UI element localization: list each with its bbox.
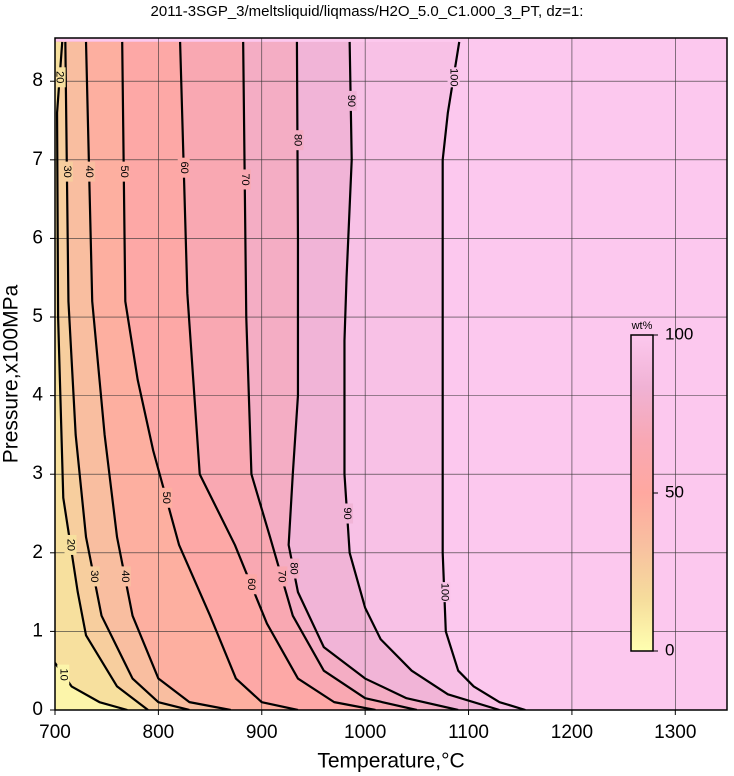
contour-label-bg <box>57 664 70 685</box>
contour-label: 10 <box>57 669 69 681</box>
contour-label: 30 <box>88 570 100 582</box>
colorbar <box>630 334 654 652</box>
colorbar-label: wt% <box>631 320 653 332</box>
x-tick-label: 1100 <box>448 722 489 743</box>
contour-label: 70 <box>276 570 288 582</box>
contour-label-bg <box>118 566 131 587</box>
plot-frame <box>54 37 728 711</box>
contour-label-bg <box>177 157 190 178</box>
y-tick-label: 5 <box>32 306 43 327</box>
contour-label-bg <box>87 566 100 587</box>
y-tick-label: 2 <box>32 542 43 563</box>
contour-label: 50 <box>160 492 172 504</box>
contour-label-bg <box>275 566 288 587</box>
contour-label: 60 <box>245 578 257 590</box>
contour-line <box>343 41 500 710</box>
contour-label: 40 <box>83 165 95 177</box>
y-tick-label: 8 <box>32 70 43 91</box>
overlay: 700 800 900 1000 1100 1200 1300 0 1 2 3 4 5 6 7 8 wt% 0 50… <box>32 37 728 743</box>
x-tick-label: 1000 <box>344 722 386 743</box>
contour-label-bg <box>344 90 357 111</box>
contour-label: 40 <box>119 570 131 582</box>
contour-label-bg <box>83 161 96 182</box>
y-axis-label: Pressure,x100MPa <box>0 284 23 463</box>
colorbar-tick-label: 0 <box>665 640 674 659</box>
contour-fill <box>55 41 149 710</box>
x-tick-label: 800 <box>143 722 175 743</box>
contour-label-bg <box>447 67 460 88</box>
y-tick-label: 6 <box>32 227 43 248</box>
x-axis-label: Temperature,°C <box>317 750 464 773</box>
x-tick-label: 700 <box>39 722 71 743</box>
y-tick-label: 7 <box>32 149 43 170</box>
contour-label-bg <box>244 574 257 595</box>
contour-label-bg <box>238 169 251 190</box>
colorbar-tick-label: 100 <box>665 324 693 343</box>
contour-label: 80 <box>287 562 299 574</box>
y-tick-label: 4 <box>32 385 43 406</box>
contour-label-bg <box>55 67 66 88</box>
y-tick-label: 1 <box>32 620 43 641</box>
contour-fill <box>55 662 128 710</box>
contour-label: 60 <box>178 162 190 174</box>
contour-label: 90 <box>345 95 357 107</box>
contour-label: 80 <box>292 134 304 146</box>
contour-label: 30 <box>61 165 73 177</box>
y-tick-label: 0 <box>32 699 43 720</box>
x-tick-label: 900 <box>246 722 278 743</box>
contour-label-bg <box>438 582 451 603</box>
chart-title: 2011-3SGP_3/meltsliquid/liqmass/H2O_5.0_… <box>151 3 584 20</box>
contour-label: 100 <box>438 583 450 601</box>
contour-label-bg <box>60 161 73 182</box>
contour-label-bg <box>117 161 130 182</box>
contour-label: 90 <box>341 507 353 519</box>
contour-label: 70 <box>239 173 251 185</box>
contour-label-bg <box>341 503 354 524</box>
contour-label: 20 <box>65 539 77 551</box>
contour-label: 20 <box>54 71 66 83</box>
contour-line <box>121 41 299 710</box>
contour-label: 100 <box>448 68 460 86</box>
y-tick-label: 3 <box>32 463 43 484</box>
contour-label: 50 <box>118 165 130 177</box>
contour-label-bg <box>291 130 304 151</box>
contour-fill <box>55 41 231 710</box>
colorbar-tick-label: 50 <box>665 482 684 501</box>
contour-label-bg <box>287 558 300 579</box>
contour-label-bg <box>64 534 77 555</box>
x-tick-label: 1300 <box>654 722 696 743</box>
contour-label-bg <box>160 487 173 508</box>
x-tick-label: 1200 <box>551 722 593 743</box>
